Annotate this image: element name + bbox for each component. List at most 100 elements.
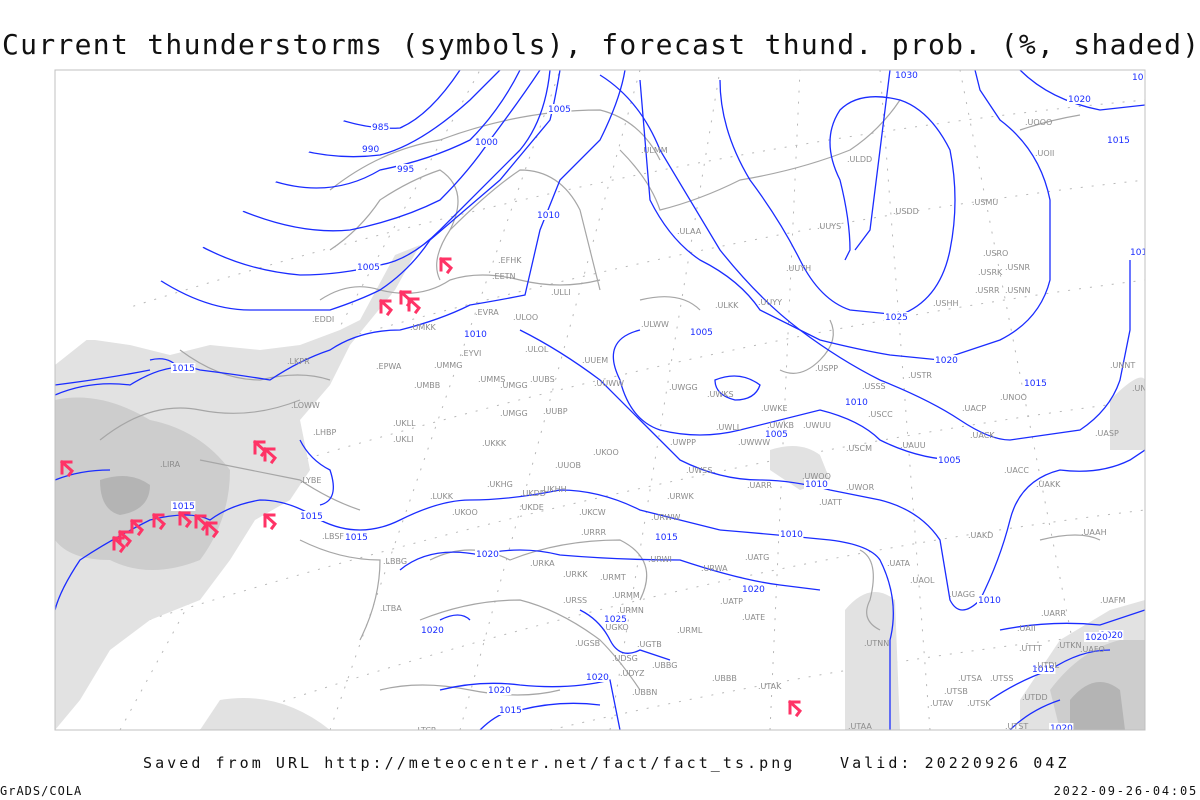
station-label: .UAFO [1080, 645, 1105, 654]
station-label: .UAOL [910, 576, 935, 585]
isobar-label: 1010 [978, 596, 1001, 606]
isobar-label: 1020 [421, 626, 444, 636]
station-label: .UUBP [543, 407, 568, 416]
station-labels: .EDDI .LKPR .LOWW .LHBP .LIRA .LYBE .LBSF .LBBG… [160, 118, 1145, 731]
station-label: .LUKK [430, 492, 454, 501]
isobar-label: 1005 [548, 105, 571, 115]
isobar-label-bg [585, 672, 610, 682]
isobar-label-bg [344, 532, 369, 542]
isobar-label-bg [764, 429, 789, 439]
station-label: .LBBG [383, 557, 407, 566]
isobar-label: 1010 [845, 398, 868, 408]
isobar-label-bg [894, 70, 919, 80]
isobar-label-bg [603, 614, 628, 624]
station-label: .LYBE [300, 476, 321, 485]
isobar-label-bg [475, 549, 500, 559]
thunderstorm-symbol-icon [129, 518, 145, 537]
isobar-label: 1010 [537, 211, 560, 221]
isobar-label-bg [474, 137, 499, 147]
station-label: .UWSS [686, 466, 712, 475]
isobar-label: 1015 [1032, 665, 1055, 675]
map-title: Current thunderstorms (symbols), forecas… [2, 28, 1200, 61]
isobar-label: 1015 [1024, 379, 1047, 389]
station-label: .UUWW [594, 379, 624, 388]
station-label: .UATT [819, 498, 842, 507]
station-label: .UKHH [541, 485, 567, 494]
station-label: .UWKB [767, 421, 794, 430]
station-label: .LOWW [291, 401, 320, 410]
station-label: .UUYH [786, 264, 811, 273]
station-label: .UWKS [707, 390, 734, 399]
station-label: .UACC [1004, 466, 1029, 475]
isobar-label-bg [171, 501, 196, 511]
map-frame [54, 69, 1146, 731]
station-label: .UMKK [410, 323, 437, 332]
isobar-label-bg [536, 210, 561, 220]
isobar-label-bg [299, 511, 324, 521]
station-label: .UTSA [958, 674, 983, 683]
thunderstorm-symbols [59, 256, 803, 718]
isobar-label: 1020 [935, 356, 958, 366]
isobar-label-bg [1099, 630, 1124, 640]
isobar-label-bg [361, 144, 380, 154]
valid-time: Valid: 20220926 04Z [840, 754, 1070, 772]
station-label: .UTAA [848, 722, 872, 731]
station-label: .UASP [1095, 429, 1119, 438]
thunderstorm-symbol-icon [438, 256, 454, 275]
station-label: .UATP [720, 597, 743, 606]
isobar-label-bg [937, 455, 962, 465]
station-label: .UDYZ [620, 669, 645, 678]
station-label: .UWOO [802, 472, 831, 481]
isobar-label: 1015 [172, 502, 195, 512]
station-label: .UWGG [669, 383, 698, 392]
isobar-label-bg [779, 529, 804, 539]
isobar-label: 1015 [655, 533, 678, 543]
station-label: .EETN [492, 272, 516, 281]
isobar-label: 1030 [895, 71, 918, 81]
isobar-label-bg [804, 479, 829, 489]
station-label: .UACP [962, 404, 986, 413]
station-label: .UUOB [555, 461, 581, 470]
isobar-label-bg [884, 312, 909, 322]
station-label: .UATE [742, 613, 765, 622]
thunderstorm-probability-shading [55, 245, 1145, 730]
station-label: .UAAH [1081, 528, 1107, 537]
station-label: .UAGG [949, 590, 975, 599]
station-label: .USRR [975, 286, 1000, 295]
isobar-label: 10 [1132, 73, 1144, 83]
station-label: .UBBN [632, 688, 657, 697]
station-label: .ULAA [677, 227, 702, 236]
isobar-label: 1020 [1068, 95, 1091, 105]
station-label: .URWW [651, 513, 681, 522]
station-label: .URWK [667, 492, 695, 501]
station-label: .UMGG [500, 409, 528, 418]
isobar-label-bg [420, 625, 445, 635]
station-label: .UUEM [582, 356, 608, 365]
station-label: .UKKK [482, 439, 507, 448]
station-label: .UUBS [530, 375, 555, 384]
station-label: .UTSS [990, 674, 1013, 683]
isobar-label-bg [463, 329, 488, 339]
station-label: .UWLL [716, 423, 742, 432]
station-label: .URKK [563, 570, 588, 579]
station-label: .UTDL [1035, 661, 1059, 670]
station-label: .USTR [908, 371, 932, 380]
station-label: .UMMS [478, 375, 505, 384]
station-label: .UNOO [1000, 393, 1027, 402]
station-label: .URML [677, 626, 703, 635]
station-label: .URMM [612, 591, 640, 600]
station-label: .UOOO [1025, 118, 1052, 127]
isobar-label-bg [689, 327, 714, 337]
station-label: .EVRA [475, 308, 499, 317]
isobar-label-bg [396, 164, 415, 174]
station-label: .USNR [1005, 263, 1030, 272]
station-label: .LBSF [322, 532, 344, 541]
thunderstorm-symbol-icon [151, 512, 167, 531]
coastlines [99, 99, 1101, 696]
station-label: .EFHK [498, 256, 522, 265]
station-label: .UGSB [575, 639, 600, 648]
isobar-label: 1010 [780, 530, 803, 540]
isobar-label: 1005 [765, 430, 788, 440]
station-label: .ULLI [551, 288, 571, 297]
station-label: .URWA [701, 564, 728, 573]
